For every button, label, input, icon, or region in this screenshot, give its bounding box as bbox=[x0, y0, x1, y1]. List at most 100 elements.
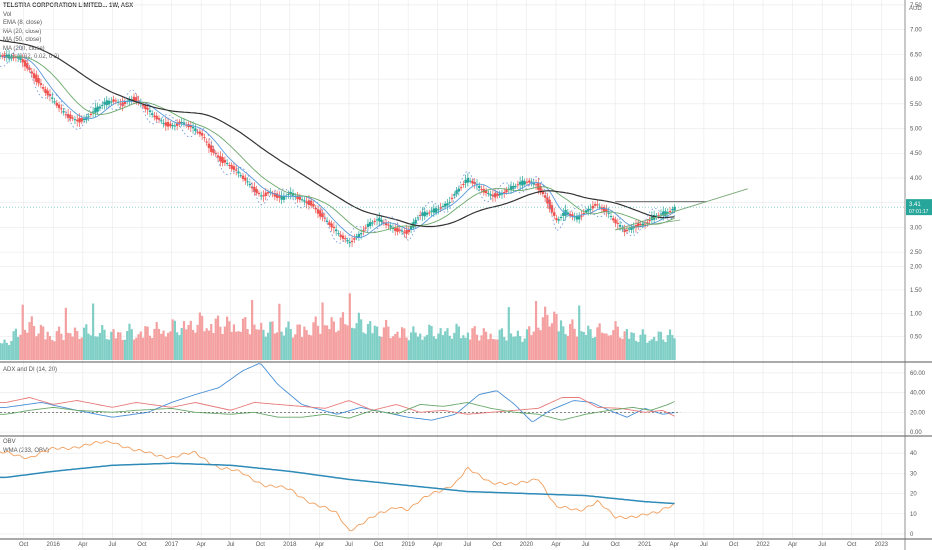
volume-bar bbox=[78, 338, 81, 360]
volume-bar bbox=[210, 324, 213, 360]
volume-bar bbox=[294, 334, 297, 360]
candle-body bbox=[498, 193, 501, 196]
volume-bar bbox=[612, 330, 615, 360]
volume-bar bbox=[14, 328, 17, 360]
x-tick-label: Apr bbox=[551, 542, 560, 548]
volume-bar bbox=[398, 337, 401, 360]
candle-body bbox=[348, 242, 351, 244]
volume-bar bbox=[330, 317, 333, 360]
candle-body bbox=[509, 186, 513, 191]
legend-ma20[interactable]: MA (20, close) bbox=[3, 28, 42, 35]
candle-body bbox=[282, 195, 286, 200]
legend-ma50[interactable]: MA (50, close) bbox=[3, 37, 42, 43]
volume-bar bbox=[587, 325, 590, 360]
volume-bar bbox=[232, 324, 236, 360]
x-tick-label: 2016 bbox=[47, 542, 61, 548]
candle-body bbox=[657, 215, 660, 217]
x-tick-label: Oct bbox=[374, 542, 384, 548]
candle-body bbox=[21, 59, 24, 63]
volume-bar bbox=[255, 329, 258, 360]
candle-body bbox=[207, 143, 211, 149]
symbol-title[interactable]: TELSTRA CORPORATION LIMITED... 1W, ASX bbox=[3, 3, 134, 9]
volume-bar bbox=[423, 336, 426, 360]
volume-bar bbox=[668, 329, 672, 360]
volume-bar bbox=[153, 328, 156, 360]
candle-body bbox=[430, 210, 433, 212]
volume-bar bbox=[237, 331, 240, 360]
legend-adx[interactable]: ADX and DI (14, 20) bbox=[3, 367, 58, 373]
legend-ema[interactable]: EMA (8, close) bbox=[3, 20, 43, 26]
candle-body bbox=[166, 122, 170, 127]
candle-body bbox=[14, 56, 18, 58]
adx-series-0 bbox=[0, 363, 675, 422]
candle-body bbox=[255, 189, 258, 194]
volume-bar bbox=[625, 329, 628, 360]
candle-body bbox=[341, 235, 345, 239]
candle-body bbox=[668, 210, 672, 212]
candle-body bbox=[48, 94, 52, 96]
volume-bar bbox=[26, 332, 29, 360]
y-tick-label: 10 bbox=[910, 512, 917, 518]
candle-body bbox=[307, 200, 311, 205]
x-tick-label: Jul bbox=[227, 542, 235, 548]
legend-sar[interactable]: SAR (0.02, 0.02, 0.2) bbox=[3, 54, 60, 60]
candle-body bbox=[328, 222, 331, 225]
volume-bar bbox=[573, 328, 576, 360]
candle-body bbox=[35, 74, 38, 82]
volume-bar bbox=[544, 306, 547, 360]
candle-body bbox=[314, 207, 317, 210]
candle-body bbox=[101, 104, 104, 106]
legend-vol[interactable]: Vol bbox=[3, 11, 12, 18]
candle-body bbox=[632, 226, 635, 229]
candle-body bbox=[598, 206, 601, 208]
candle-body bbox=[178, 121, 181, 125]
volume-bar bbox=[7, 345, 11, 360]
volume-bar bbox=[248, 334, 251, 360]
candle-body bbox=[253, 187, 256, 192]
y-tick-label: 3.00 bbox=[910, 225, 922, 231]
candle-body bbox=[537, 182, 540, 190]
candle-body bbox=[228, 164, 231, 166]
candle-body bbox=[541, 191, 545, 195]
candle-body bbox=[400, 230, 404, 232]
candle-body bbox=[16, 56, 20, 59]
candle-body bbox=[612, 218, 615, 221]
volume-bar bbox=[157, 328, 161, 360]
candle-body bbox=[278, 196, 281, 198]
candle-body bbox=[659, 213, 663, 215]
volume-bar bbox=[466, 332, 470, 360]
volume-bar bbox=[446, 328, 449, 360]
volume-bar bbox=[69, 333, 72, 360]
candle-body bbox=[466, 177, 470, 183]
candle-body bbox=[425, 212, 429, 215]
candle-body bbox=[180, 122, 183, 124]
volume-bar bbox=[323, 325, 326, 360]
volume-bar bbox=[60, 333, 63, 360]
volume-bar bbox=[591, 337, 594, 360]
candle-body bbox=[550, 205, 554, 213]
candle-body bbox=[591, 205, 595, 209]
volume-bar bbox=[39, 324, 42, 360]
obv-legend: OBV WMA (233, OBV) bbox=[3, 438, 49, 455]
volume-bar bbox=[369, 321, 372, 360]
volume-bar bbox=[603, 333, 606, 360]
legend-obv[interactable]: OBV bbox=[3, 439, 16, 445]
candle-body bbox=[439, 207, 442, 209]
candle-body bbox=[391, 227, 395, 229]
volume-bar bbox=[516, 330, 519, 360]
volume-bar bbox=[291, 337, 295, 360]
volume-bar bbox=[632, 332, 635, 360]
volume-bar bbox=[121, 339, 124, 360]
volume-bar bbox=[453, 332, 456, 360]
volume-bar bbox=[469, 339, 472, 360]
x-tick-label: Jul bbox=[463, 542, 471, 548]
volume-bar bbox=[230, 331, 233, 360]
volume-bar bbox=[662, 339, 665, 360]
volume-bar bbox=[519, 336, 522, 360]
candle-body bbox=[171, 125, 174, 127]
candle-body bbox=[403, 231, 406, 233]
volume-bar bbox=[541, 317, 544, 360]
legend-wma[interactable]: WMA (233, OBV) bbox=[3, 447, 50, 454]
volume-bar bbox=[425, 334, 429, 360]
